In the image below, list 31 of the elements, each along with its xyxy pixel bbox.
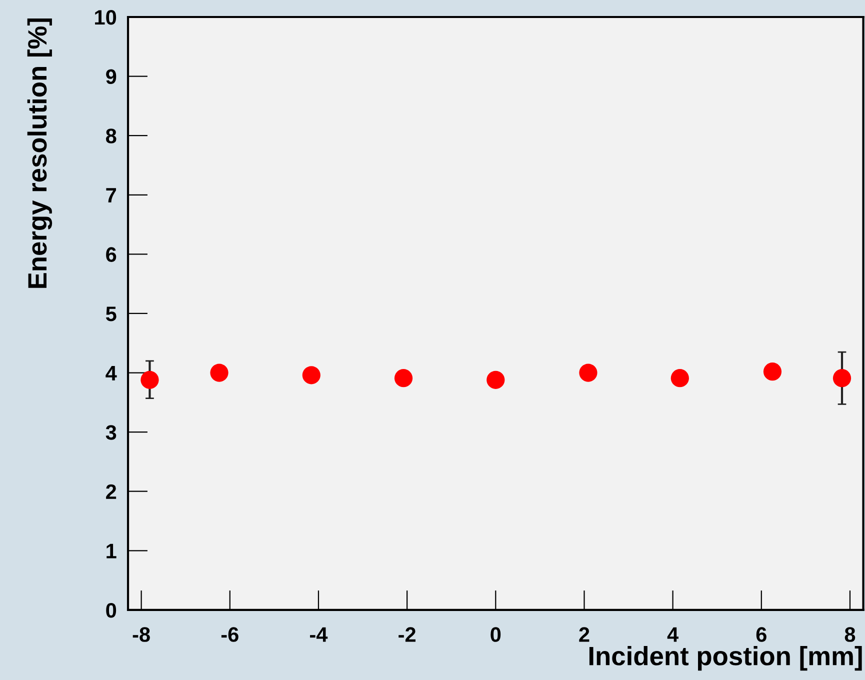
- y-tick-label: 8: [106, 128, 116, 144]
- point: [210, 364, 228, 382]
- point: [670, 369, 689, 388]
- y-tick-label: 9: [106, 69, 116, 84]
- point: [763, 362, 782, 381]
- x-tick-label: -2: [398, 627, 416, 642]
- x-tick-label: -6: [221, 627, 238, 642]
- x-axis-title: Incident postion [mm]: [589, 646, 862, 671]
- x-tick-label: -8: [132, 627, 150, 642]
- point: [579, 364, 598, 382]
- y-tick-label: 5: [106, 306, 116, 322]
- point: [140, 370, 159, 389]
- y-tick-label: 3: [106, 425, 116, 440]
- y-tick-label: 4: [106, 366, 117, 380]
- x-tick-label: -4: [310, 627, 328, 642]
- y-tick-label: 2: [106, 484, 116, 499]
- point: [832, 369, 852, 388]
- x-tick-label: 8: [844, 627, 856, 642]
- y-tick-label: 10: [95, 10, 116, 25]
- x-tick-label: 0: [490, 627, 501, 642]
- y-tick-label: 6: [106, 247, 116, 262]
- point: [486, 370, 505, 389]
- y-tick-label: 1: [106, 544, 116, 558]
- point: [394, 369, 413, 388]
- x-tick-label: 2: [579, 627, 590, 642]
- x-tick-label: 4: [667, 627, 678, 642]
- y-axis-title: Energy resolution [%]: [27, 18, 52, 288]
- point: [302, 366, 320, 384]
- y-tick-label: 7: [106, 188, 116, 202]
- x-tick-label: 6: [756, 627, 766, 642]
- y-tick-label: 0: [106, 602, 116, 618]
